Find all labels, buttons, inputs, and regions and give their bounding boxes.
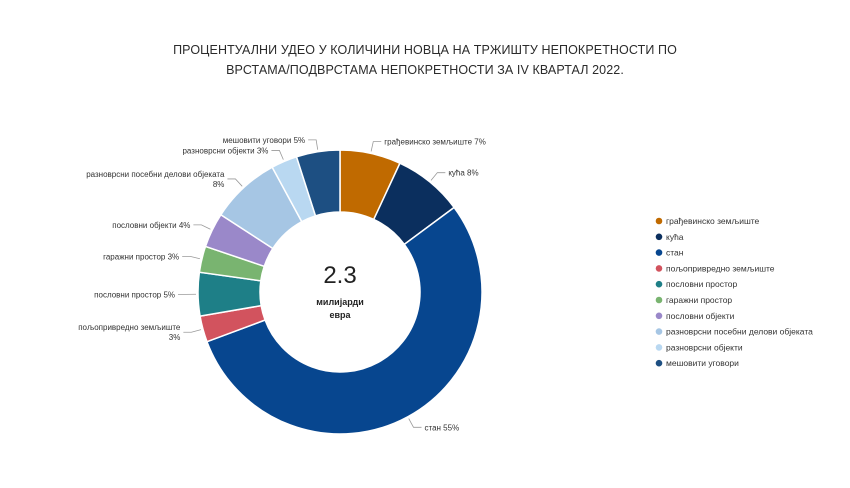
leader-line-пословни-објекти: [193, 224, 211, 230]
legend-label-мешовити-уговори: мешовити уговори: [666, 358, 739, 368]
legend-marker-грађевинско-земљиште: [655, 217, 663, 225]
legend-item-разноврсни-посебни-делови-објеката[interactable]: разноврсни посебни делови објеката: [655, 327, 813, 337]
chart-title-line-1: ПРОЦЕНТУАЛНИ УДЕО У КОЛИЧИНИ НОВЦА НА ТР…: [173, 43, 677, 57]
legend-item-разноврсни-објекти[interactable]: разноврсни објекти: [655, 342, 743, 352]
legend-label-разноврсни-посебни-делови-објеката: разноврсни посебни делови објеката: [666, 327, 813, 337]
leader-line-стан: [408, 418, 422, 428]
legend-item-пољопривредно-земљиште[interactable]: пољопривредно земљиште: [655, 263, 775, 273]
legend-label-стан: стан: [666, 248, 684, 258]
chart-legend: грађевинско земљиште кућа стан пољопривредн…: [655, 216, 813, 368]
legend-marker-пословни-објекти: [655, 312, 663, 320]
slice-label-кућа: кућа 8%: [448, 169, 478, 178]
legend-item-кућа[interactable]: кућа: [655, 232, 684, 242]
leader-line-мешовити-уговори: [308, 139, 319, 150]
legend-item-грађевинско-земљиште[interactable]: грађевинско земљиште: [655, 216, 760, 226]
slice-label-стан: стан 55%: [425, 423, 460, 432]
slice-label-гаражни-простор: гаражни простор 3%: [103, 252, 179, 261]
legend-item-мешовити-уговори[interactable]: мешовити уговори: [655, 358, 739, 368]
slice-label-разноврсни-објекти: разноврсни објекти 3%: [182, 146, 268, 155]
legend-marker-мешовити-уговори: [655, 359, 663, 367]
chart-title: ПРОЦЕНТУАЛНИ УДЕО У КОЛИЧИНИ НОВЦА НА ТР…: [0, 40, 850, 80]
center-unit-line-2: евра: [329, 310, 351, 320]
legend-marker-разноврсни-објекти: [655, 344, 663, 351]
leader-line-гаражни-простор: [182, 255, 200, 260]
legend-label-гаражни-простор: гаражни простор: [666, 295, 732, 305]
center-unit-line-1: милијарди: [316, 297, 363, 307]
legend-item-пословни-објекти[interactable]: пословни објекти: [655, 311, 735, 321]
slice-label-грађевинско-земљиште: грађевинско земљиште 7%: [384, 138, 486, 147]
leader-line-кућа: [430, 172, 446, 181]
slice-мешовити-уговори[interactable]: [295, 149, 341, 217]
chart-title-line-2: ВРСТАМА/ПОДВРСТАМА НЕПОКРЕТНОСТИ ЗА IV К…: [226, 63, 624, 77]
slice-стан[interactable]: [206, 206, 483, 435]
donut-slices: [197, 149, 483, 435]
legend-label-пословни-објекти: пословни објекти: [666, 311, 735, 321]
slice-label-разноврсни-посебни-делови-објеката: разноврсни посебни делови објеката 8%: [86, 170, 225, 189]
legend-marker-стан: [655, 249, 663, 256]
leader-line-грађевинско-земљиште: [370, 141, 382, 152]
legend-marker-кућа: [655, 233, 663, 241]
leader-line-разноврсни-посебни-делови-објеката: [227, 178, 243, 187]
center-total-value: 2.3: [323, 262, 356, 289]
legend-label-пољопривредно-земљиште: пољопривредно земљиште: [666, 263, 775, 273]
legend-marker-гаражни-простор: [655, 296, 663, 304]
legend-marker-разноврсни-посебни-делови-објеката: [655, 328, 663, 335]
legend-label-грађевинско-земљиште: грађевинско земљиште: [666, 216, 760, 226]
legend-label-пословни-простор: пословни простор: [666, 279, 738, 289]
legend-item-пословни-простор[interactable]: пословни простор: [655, 279, 738, 289]
slice-label-пословни-простор: пословни простор 5%: [94, 290, 175, 299]
slice-labels: грађевинско земљиште 7% кућа 8% стан 55% по…: [78, 136, 486, 432]
slice-label-пословни-објекти: пословни објекти 4%: [112, 221, 190, 230]
leader-line-разноврсни-објекти: [271, 150, 284, 160]
legend-marker-пословни-простор: [655, 280, 663, 288]
donut-center: 2.3 милијарди евра: [316, 262, 363, 320]
legend-item-стан[interactable]: стан: [655, 248, 684, 258]
legend-label-кућа: кућа: [666, 232, 684, 242]
slice-label-пољопривредно-земљиште: пољопривредно земљиште 3%: [78, 323, 181, 342]
slice-label-мешовити-уговори: мешовити уговори 5%: [223, 136, 305, 145]
legend-marker-пољопривредно-земљиште: [655, 265, 663, 272]
legend-label-разноврсни-објекти: разноврсни објекти: [666, 342, 743, 352]
leader-line-пољопривредно-земљиште: [183, 329, 202, 333]
legend-item-гаражни-простор[interactable]: гаражни простор: [655, 295, 733, 305]
